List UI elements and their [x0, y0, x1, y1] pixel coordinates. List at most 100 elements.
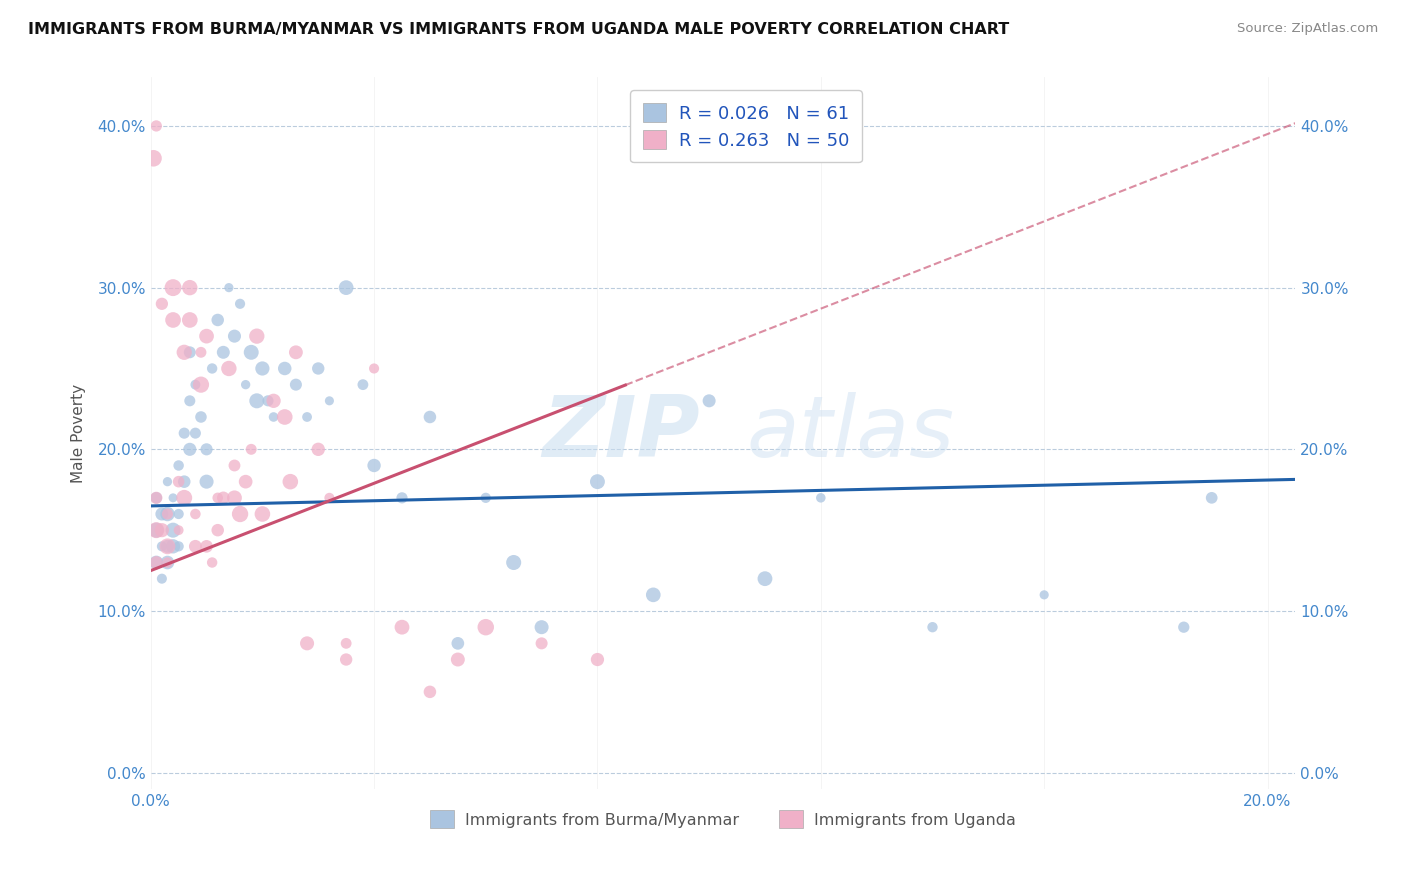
Point [195, 329, 218, 343]
Point [195, 442, 218, 457]
Point [207, 313, 229, 327]
Point [352, 377, 374, 392]
Point [335, 280, 357, 294]
Point [201, 361, 224, 376]
Point [257, 393, 280, 408]
Text: atlas: atlas [747, 392, 955, 475]
Point [150, 507, 173, 521]
Point [240, 345, 263, 359]
Point [145, 556, 167, 570]
Point [474, 620, 496, 634]
Point [150, 297, 173, 311]
Point [229, 507, 252, 521]
Point [167, 523, 190, 537]
Point [156, 539, 179, 553]
Point [447, 652, 470, 666]
Point [179, 313, 201, 327]
Point [586, 475, 609, 489]
Point [643, 588, 665, 602]
Point [207, 523, 229, 537]
Point [167, 539, 190, 553]
Point [586, 652, 609, 666]
Point [318, 393, 340, 408]
Point [419, 685, 441, 699]
Point [184, 426, 207, 441]
Point [530, 620, 553, 634]
Point [218, 361, 240, 376]
Point [1033, 588, 1056, 602]
Point [1201, 491, 1223, 505]
Point [263, 393, 285, 408]
Point [184, 377, 207, 392]
Point [278, 475, 301, 489]
Point [295, 409, 318, 424]
Point [252, 507, 274, 521]
Point [145, 491, 167, 505]
Point [246, 329, 269, 343]
Point [363, 361, 385, 376]
Point [150, 523, 173, 537]
Point [179, 345, 201, 359]
Point [145, 556, 167, 570]
Point [145, 491, 167, 505]
Point [307, 442, 329, 457]
Point [162, 313, 184, 327]
Point [391, 491, 413, 505]
Point [179, 393, 201, 408]
Point [145, 119, 167, 133]
Point [274, 361, 297, 376]
Point [754, 572, 776, 586]
Text: ZIP: ZIP [543, 392, 700, 475]
Point [335, 636, 357, 650]
Point [284, 345, 307, 359]
Point [179, 442, 201, 457]
Point [363, 458, 385, 473]
Point [318, 491, 340, 505]
Point [156, 539, 179, 553]
Point [235, 377, 257, 392]
Point [224, 491, 246, 505]
Text: IMMIGRANTS FROM BURMA/MYANMAR VS IMMIGRANTS FROM UGANDA MALE POVERTY CORRELATION: IMMIGRANTS FROM BURMA/MYANMAR VS IMMIGRA… [28, 22, 1010, 37]
Point [502, 556, 524, 570]
Point [335, 652, 357, 666]
Point [190, 409, 212, 424]
Point [447, 636, 470, 650]
Legend: Immigrants from Burma/Myanmar, Immigrants from Uganda: Immigrants from Burma/Myanmar, Immigrant… [423, 804, 1022, 834]
Point [150, 539, 173, 553]
Text: Source: ZipAtlas.com: Source: ZipAtlas.com [1237, 22, 1378, 36]
Point [145, 523, 167, 537]
Point [224, 329, 246, 343]
Point [190, 377, 212, 392]
Point [921, 620, 943, 634]
Point [195, 539, 218, 553]
Point [212, 345, 235, 359]
Point [224, 458, 246, 473]
Point [530, 636, 553, 650]
Point [246, 393, 269, 408]
Point [240, 442, 263, 457]
Y-axis label: Male Poverty: Male Poverty [72, 384, 86, 483]
Point [391, 620, 413, 634]
Point [263, 409, 285, 424]
Point [162, 280, 184, 294]
Point [167, 458, 190, 473]
Point [235, 475, 257, 489]
Point [156, 507, 179, 521]
Point [156, 507, 179, 521]
Point [284, 377, 307, 392]
Point [229, 297, 252, 311]
Point [274, 409, 297, 424]
Point [150, 572, 173, 586]
Point [697, 393, 720, 408]
Point [212, 491, 235, 505]
Point [190, 345, 212, 359]
Point [179, 280, 201, 294]
Point [295, 636, 318, 650]
Point [145, 523, 167, 537]
Point [207, 491, 229, 505]
Point [195, 475, 218, 489]
Point [167, 475, 190, 489]
Point [156, 556, 179, 570]
Point [162, 491, 184, 505]
Point [184, 507, 207, 521]
